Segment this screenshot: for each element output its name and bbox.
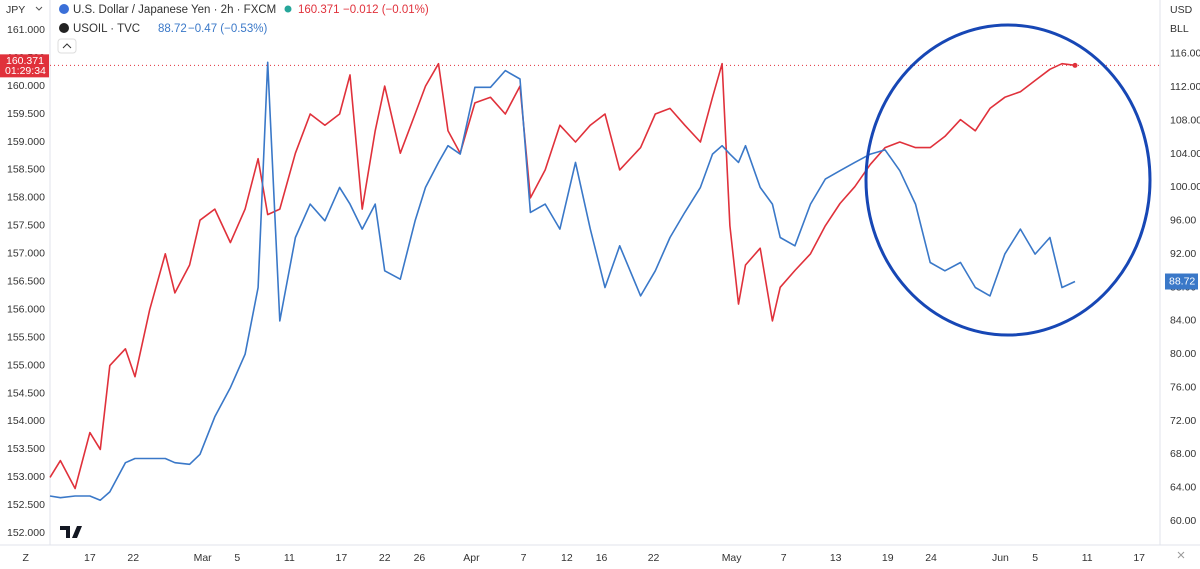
x-tick-label: 12 [561,552,573,564]
y-tick-label: 155.500 [7,331,45,343]
price-box [1165,273,1198,290]
x-tick-label: 16 [596,552,608,564]
x-tick-label: 11 [284,552,295,564]
x-tick-label: 7 [781,552,787,564]
collapse-button[interactable] [57,38,77,54]
y-tick-label: 154.500 [7,387,45,399]
x-tick-label: 17 [336,552,348,564]
y2-tick-label: 80.00 [1170,348,1196,360]
x-tick-label: 24 [925,552,937,564]
left-unit: JPY [6,4,25,16]
y2-tick-label: 100.00 [1170,181,1200,193]
logo-mark [60,526,82,538]
x-tick-label: 22 [379,552,391,564]
right-unit: USD [1170,4,1193,16]
y-tick-label: 152.500 [7,499,45,511]
legend-price: 160.371 [298,4,340,16]
price-box-price: 160.371 [6,55,44,67]
x-tick-label: Apr [463,552,480,564]
x-tick-label: May [722,552,743,564]
settings-icon[interactable] [1177,551,1185,559]
y2-tick-label: 92.00 [1170,248,1196,260]
legend-change: −0.012 (−0.01%) [343,4,429,16]
y-tick-label: 159.500 [7,108,45,120]
x-tick-label: 13 [830,552,842,564]
x-tick-label: 7 [521,552,527,564]
x-tick-label: 19 [882,552,894,564]
symbol-icon [59,23,69,33]
y-tick-label: 155.000 [7,359,45,371]
dropdown-icon[interactable] [35,6,43,11]
plot-area [49,61,1160,501]
y-tick-label: 157.000 [7,248,45,260]
y-tick-label: 153.500 [7,443,45,455]
y2-tick-label: 68.00 [1170,448,1196,460]
y2-tick-label: 60.00 [1170,515,1196,527]
collapse-icon [62,43,72,49]
y2-tick-label: 64.00 [1170,481,1196,493]
series-line [49,61,1076,501]
y2-tick-label: 112.00 [1170,81,1200,93]
y-tick-label: 160.000 [7,80,45,92]
x-tick-label: 11 [1082,552,1093,564]
series-line [49,62,1076,490]
price-box [0,54,49,78]
logo [60,526,82,538]
y-tick-label: 158.000 [7,192,45,204]
y-tick-label: 159.000 [7,136,45,148]
y2-tick-label: 72.00 [1170,415,1196,427]
legend-price: 88.72 [158,23,187,35]
y-tick-label: 157.500 [7,220,45,232]
highlight-circle [864,23,1152,337]
legend-name: U.S. Dollar / Japanese Yen · 2h · FXCM [73,4,276,16]
right-unit: BLL [1170,23,1189,35]
price-box-countdown: 01:29:34 [5,65,46,77]
y-tick-label: 156.500 [7,276,45,288]
y-tick-label: 154.000 [7,415,45,427]
y-tick-label: 161.000 [7,24,45,36]
x-tick-label: 22 [127,552,139,564]
x-tick-label: 17 [1133,552,1145,564]
x-tick-label: Mar [194,552,213,564]
status-dot [284,5,292,13]
y-tick-label: 153.000 [7,471,45,483]
x-tick-label: Z [23,552,30,564]
x-tick-label: 17 [84,552,96,564]
x-tick-label: 26 [414,552,426,564]
y2-tick-label: 76.00 [1170,381,1196,393]
x-tick-label: 22 [648,552,660,564]
y2-tick-label: 96.00 [1170,215,1196,227]
symbol-icon [59,4,69,14]
y-tick-label: 152.000 [7,527,45,539]
y2-tick-label: 116.00 [1170,48,1200,60]
price-box-price: 88.72 [1169,275,1195,287]
x-tick-label: 5 [1032,552,1038,564]
legend: U.S. Dollar / Japanese Yen · 2h · FXCM 1… [57,4,429,54]
y2-tick-label: 104.00 [1170,148,1200,160]
legend-name: USOIL · TVC [73,23,140,35]
last-point [1072,62,1078,68]
y-tick-label: 156.000 [7,303,45,315]
y2-tick-label: 108.00 [1170,114,1200,126]
y-tick-label: 158.500 [7,164,45,176]
legend-change: −0.47 (−0.53%) [188,23,267,35]
y2-tick-label: 84.00 [1170,315,1196,327]
x-tick-label: 5 [234,552,240,564]
x-tick-label: Jun [992,552,1009,564]
